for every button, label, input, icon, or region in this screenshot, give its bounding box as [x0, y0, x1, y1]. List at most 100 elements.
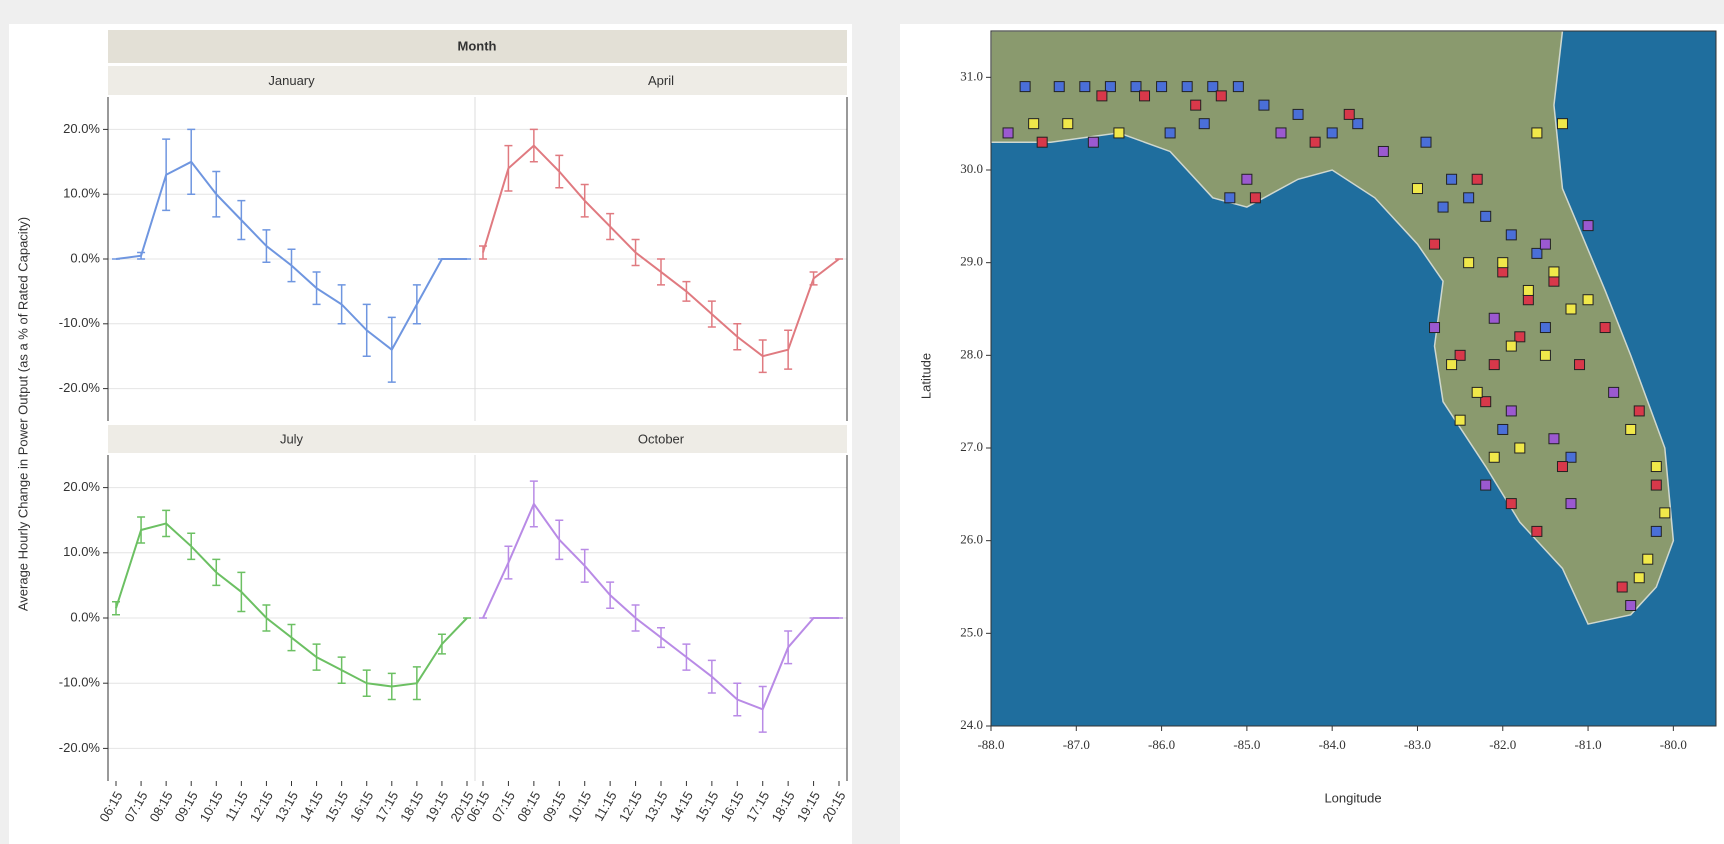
point — [1233, 82, 1243, 92]
point — [1651, 526, 1661, 536]
y-tick-label: 25.0 — [960, 624, 983, 639]
facet-label: July — [280, 431, 304, 446]
point — [1412, 184, 1422, 194]
point — [1549, 267, 1559, 277]
x-tick-label: -83.0 — [1404, 737, 1431, 752]
point — [1327, 128, 1337, 138]
point — [1566, 499, 1576, 509]
point — [1020, 82, 1030, 92]
point — [1242, 174, 1252, 184]
facet-title: Month — [458, 38, 497, 53]
y-tick-label: -10.0% — [59, 315, 101, 330]
point — [1250, 193, 1260, 203]
point — [1583, 295, 1593, 305]
x-tick-label: -84.0 — [1319, 737, 1346, 752]
point — [1489, 313, 1499, 323]
point — [1523, 295, 1533, 305]
point — [1540, 350, 1550, 360]
point — [1105, 82, 1115, 92]
point — [1617, 582, 1627, 592]
point — [1140, 91, 1150, 101]
point — [1498, 258, 1508, 268]
point — [1208, 82, 1218, 92]
point — [1626, 424, 1636, 434]
point — [1634, 573, 1644, 583]
point — [1481, 397, 1491, 407]
point — [1532, 128, 1542, 138]
x-tick-label: -85.0 — [1233, 737, 1260, 752]
point — [1523, 285, 1533, 295]
facet-label: April — [648, 73, 674, 88]
point — [1498, 424, 1508, 434]
point — [1481, 480, 1491, 490]
x-tick-label: -88.0 — [977, 737, 1004, 752]
point — [1097, 91, 1107, 101]
y-tick-label: 24.0 — [960, 717, 983, 732]
point — [1506, 341, 1516, 351]
point — [1225, 193, 1235, 203]
point — [1276, 128, 1286, 138]
point — [1157, 82, 1167, 92]
point — [1037, 137, 1047, 147]
point — [1430, 239, 1440, 249]
point — [1609, 387, 1619, 397]
point — [1557, 119, 1567, 129]
point — [1464, 193, 1474, 203]
point — [1191, 100, 1201, 110]
point — [1054, 82, 1064, 92]
point — [1293, 109, 1303, 119]
point — [1498, 267, 1508, 277]
point — [1489, 452, 1499, 462]
point — [1216, 91, 1226, 101]
point — [1063, 119, 1073, 129]
point — [1310, 137, 1320, 147]
point — [1131, 82, 1141, 92]
y-tick-label: -10.0% — [59, 675, 101, 690]
y-tick-label: 29.0 — [960, 254, 983, 269]
y-tick-label: -20.0% — [59, 740, 101, 755]
point — [1003, 128, 1013, 138]
point — [1080, 82, 1090, 92]
point — [1447, 174, 1457, 184]
point — [1029, 119, 1039, 129]
point — [1455, 350, 1465, 360]
facet-label: October — [638, 431, 685, 446]
point — [1344, 109, 1354, 119]
x-axis-title: Longitude — [1324, 790, 1381, 805]
x-tick-label: -80.0 — [1660, 737, 1687, 752]
y-tick-label: 27.0 — [960, 439, 983, 454]
point — [1259, 100, 1269, 110]
facet-label: January — [268, 73, 315, 88]
point — [1651, 480, 1661, 490]
point — [1540, 239, 1550, 249]
point — [1557, 462, 1567, 472]
point — [1182, 82, 1192, 92]
point — [1438, 202, 1448, 212]
y-tick-label: 0.0% — [70, 609, 100, 624]
point — [1660, 508, 1670, 518]
point — [1199, 119, 1209, 129]
x-tick-label: -81.0 — [1575, 737, 1602, 752]
charts: Month Average Hourly Change in Power Out… — [0, 0, 1724, 844]
y-tick-label: 10.0% — [63, 186, 100, 201]
y-tick-label: 30.0 — [960, 161, 983, 176]
point — [1634, 406, 1644, 416]
point — [1506, 230, 1516, 240]
point — [1643, 554, 1653, 564]
point — [1515, 443, 1525, 453]
y-tick-label: 20.0% — [63, 479, 100, 494]
y-tick-label: 31.0 — [960, 68, 983, 83]
x-tick-label: -82.0 — [1489, 737, 1516, 752]
y-tick-label: 20.0% — [63, 121, 100, 136]
point — [1464, 258, 1474, 268]
point — [1472, 174, 1482, 184]
point — [1532, 526, 1542, 536]
point — [1575, 360, 1585, 370]
point — [1515, 332, 1525, 342]
point — [1626, 601, 1636, 611]
point — [1566, 452, 1576, 462]
point — [1353, 119, 1363, 129]
point — [1165, 128, 1175, 138]
y-tick-label: 0.0% — [70, 250, 100, 265]
point — [1378, 146, 1388, 156]
